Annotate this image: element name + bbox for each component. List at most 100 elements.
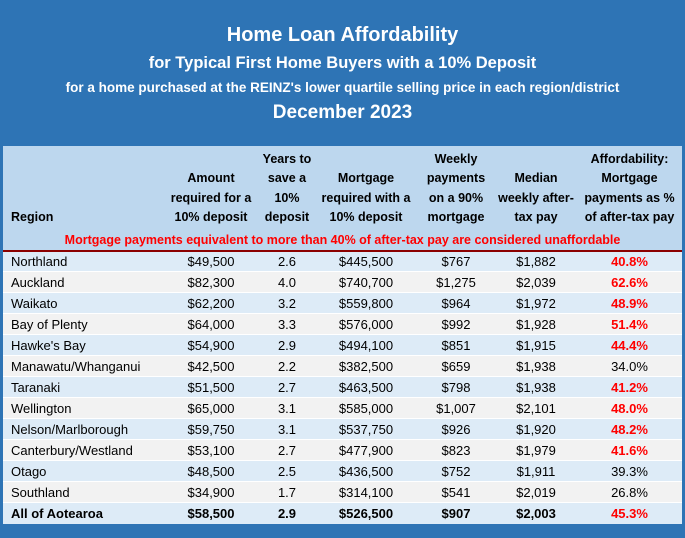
value-cell: $1,928: [495, 313, 577, 335]
region-cell: Auckland: [3, 271, 163, 293]
region-cell: Bay of Plenty: [3, 313, 163, 335]
value-cell: 2.5: [259, 460, 315, 482]
value-cell: 1.7: [259, 481, 315, 503]
value-cell: $54,900: [163, 334, 259, 356]
region-cell: Nelson/Marlborough: [3, 418, 163, 440]
note-row: Mortgage payments equivalent to more tha…: [3, 232, 682, 252]
value-cell: 3.2: [259, 292, 315, 314]
column-header-deposit-amount: Amount required for a 10% deposit: [163, 146, 259, 233]
table-body: Northland $49,500 2.6 $445,500 $767 $1,882 40.…: [3, 250, 682, 524]
region-cell: Hawke's Bay: [3, 334, 163, 356]
value-cell: $537,750: [315, 418, 417, 440]
value-cell: $34,900: [163, 481, 259, 503]
column-header-median-pay: Median weekly after-tax pay: [495, 146, 577, 233]
affordability-cell: 48.0%: [577, 397, 682, 419]
value-cell: $82,300: [163, 271, 259, 293]
report-title: Home Loan Affordability: [226, 24, 459, 46]
affordability-cell: 51.4%: [577, 313, 682, 335]
value-cell: $576,000: [315, 313, 417, 335]
value-cell: $2,039: [495, 271, 577, 293]
region-cell: All of Aotearoa: [3, 502, 163, 524]
table-row: All of Aotearoa $58,500 2.9 $526,500 $907 $2,…: [3, 502, 682, 524]
value-cell: $752: [417, 460, 495, 482]
value-cell: $1,979: [495, 439, 577, 461]
value-cell: 3.1: [259, 418, 315, 440]
value-cell: $48,500: [163, 460, 259, 482]
affordability-cell: 44.4%: [577, 334, 682, 356]
value-cell: $585,000: [315, 397, 417, 419]
header-row: Region Amount required for a 10% deposit…: [3, 146, 682, 233]
value-cell: $1,915: [495, 334, 577, 356]
table-row: Waikato $62,200 3.2 $559,800 $964 $1,972 48.9%: [3, 292, 682, 314]
table-row: Southland $34,900 1.7 $314,100 $541 $2,019 26.…: [3, 481, 682, 503]
table-row: Taranaki $51,500 2.7 $463,500 $798 $1,938 41.2…: [3, 376, 682, 398]
value-cell: $659: [417, 355, 495, 377]
column-header-affordability: Affordability: Mortgage payments as % of…: [577, 146, 682, 233]
region-cell: Canterbury/Westland: [3, 439, 163, 461]
affordability-cell: 40.8%: [577, 250, 682, 272]
column-header-mortgage-required: Mortgage required with a 10% deposit: [315, 146, 417, 233]
value-cell: $1,938: [495, 355, 577, 377]
report-detail-line: for a home purchased at the REINZ's lowe…: [65, 80, 620, 95]
value-cell: $1,882: [495, 250, 577, 272]
value-cell: $59,750: [163, 418, 259, 440]
table-row: Bay of Plenty $64,000 3.3 $576,000 $992 $1,92…: [3, 313, 682, 335]
value-cell: 2.6: [259, 250, 315, 272]
unaffordable-note: Mortgage payments equivalent to more tha…: [3, 232, 682, 252]
value-cell: 2.9: [259, 334, 315, 356]
value-cell: 4.0: [259, 271, 315, 293]
value-cell: $42,500: [163, 355, 259, 377]
value-cell: 3.3: [259, 313, 315, 335]
value-cell: $58,500: [163, 502, 259, 524]
region-cell: Otago: [3, 460, 163, 482]
value-cell: $1,972: [495, 292, 577, 314]
table-row: Canterbury/Westland $53,100 2.7 $477,900 $82…: [3, 439, 682, 461]
value-cell: $964: [417, 292, 495, 314]
table-row: Northland $49,500 2.6 $445,500 $767 $1,882 40.…: [3, 250, 682, 272]
value-cell: $64,000: [163, 313, 259, 335]
affordability-cell: 34.0%: [577, 355, 682, 377]
value-cell: $51,500: [163, 376, 259, 398]
table-row: Hawke's Bay $54,900 2.9 $494,100 $851 $1,915 4…: [3, 334, 682, 356]
value-cell: $445,500: [315, 250, 417, 272]
value-cell: $2,003: [495, 502, 577, 524]
column-header-weekly-payments: Weekly payments on a 90% mortgage: [417, 146, 495, 233]
value-cell: $436,500: [315, 460, 417, 482]
value-cell: 2.7: [259, 439, 315, 461]
value-cell: $526,500: [315, 502, 417, 524]
value-cell: $559,800: [315, 292, 417, 314]
value-cell: $992: [417, 313, 495, 335]
value-cell: $2,101: [495, 397, 577, 419]
affordability-cell: 45.3%: [577, 502, 682, 524]
value-cell: $823: [417, 439, 495, 461]
value-cell: 2.9: [259, 502, 315, 524]
table-row: Auckland $82,300 4.0 $740,700 $1,275 $2,039 62…: [3, 271, 682, 293]
value-cell: 3.1: [259, 397, 315, 419]
value-cell: $926: [417, 418, 495, 440]
value-cell: $477,900: [315, 439, 417, 461]
affordability-cell: 62.6%: [577, 271, 682, 293]
value-cell: $382,500: [315, 355, 417, 377]
value-cell: $1,911: [495, 460, 577, 482]
column-header-region: Region: [3, 146, 163, 233]
affordability-cell: 48.2%: [577, 418, 682, 440]
region-cell: Southland: [3, 481, 163, 503]
value-cell: $463,500: [315, 376, 417, 398]
value-cell: $1,007: [417, 397, 495, 419]
value-cell: $740,700: [315, 271, 417, 293]
affordability-table: Region Amount required for a 10% deposit…: [3, 146, 682, 524]
report-subtitle: for Typical First Home Buyers with a 10%…: [148, 54, 537, 72]
value-cell: $851: [417, 334, 495, 356]
value-cell: 2.7: [259, 376, 315, 398]
table-row: Manawatu/Whanganui $42,500 2.2 $382,500 $659…: [3, 355, 682, 377]
value-cell: $53,100: [163, 439, 259, 461]
value-cell: $907: [417, 502, 495, 524]
table-header: Region Amount required for a 10% deposit…: [3, 146, 682, 252]
region-cell: Northland: [3, 250, 163, 272]
value-cell: $62,200: [163, 292, 259, 314]
value-cell: $1,275: [417, 271, 495, 293]
value-cell: $2,019: [495, 481, 577, 503]
affordability-cell: 41.2%: [577, 376, 682, 398]
affordability-cell: 48.9%: [577, 292, 682, 314]
